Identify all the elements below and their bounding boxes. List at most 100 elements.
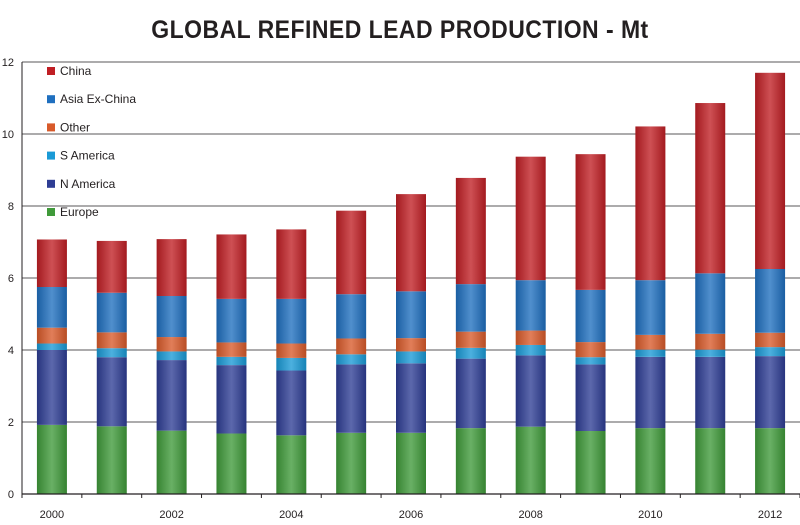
bar-n-america-2000	[36, 350, 67, 425]
x-tick-label-2002: 2002	[159, 509, 183, 521]
bar-n-america-2005	[336, 364, 367, 433]
y-tick-label-6: 6	[8, 273, 14, 285]
y-tick-label-2: 2	[8, 417, 14, 429]
bar-other-2006	[396, 338, 426, 352]
y-tick-label-10: 10	[2, 129, 14, 141]
bar-s-america-2008	[515, 344, 546, 356]
bar-s-america-2010	[635, 349, 666, 357]
x-tick-label-2000: 2000	[40, 509, 64, 521]
bar-asia-ex-china-2002	[156, 296, 187, 338]
legend-label-other: Other	[60, 120, 90, 134]
bar-n-america-2012	[755, 356, 786, 429]
y-tick-label-12: 12	[2, 57, 14, 69]
bar-other-2000	[36, 327, 67, 344]
legend-label-s-america: S America	[60, 149, 115, 163]
bar-asia-ex-china-2000	[36, 287, 67, 328]
bar-other-2010	[635, 334, 666, 350]
bar-n-america-2011	[695, 356, 726, 429]
bar-asia-ex-china-2012	[755, 269, 786, 333]
bar-n-america-2007	[455, 358, 486, 429]
bar-s-america-2006	[396, 351, 426, 364]
bar-s-america-2000	[36, 343, 67, 350]
y-tick-label-0: 0	[8, 489, 14, 501]
legend-label-n-america: N America	[60, 177, 116, 191]
bar-asia-ex-china-2009	[575, 289, 606, 343]
legend-label-europe: Europe	[60, 205, 99, 219]
bar-europe-2006	[396, 432, 426, 494]
bar-s-america-2001	[96, 348, 127, 358]
bar-s-america-2011	[695, 349, 726, 357]
bar-china-2010	[635, 126, 666, 281]
bar-europe-2002	[156, 430, 187, 494]
y-tick-label-8: 8	[8, 201, 14, 213]
bar-s-america-2005	[336, 354, 367, 365]
bar-n-america-2010	[635, 356, 666, 429]
x-tick-label-2012: 2012	[758, 509, 782, 521]
legend-swatch-n-america	[47, 179, 55, 188]
bar-other-2011	[695, 333, 726, 350]
legend-label-china: China	[60, 64, 92, 78]
bar-china-2007	[455, 177, 486, 285]
bar-china-2002	[156, 239, 187, 296]
bar-china-2005	[336, 210, 367, 295]
bar-n-america-2009	[575, 364, 606, 431]
bars	[36, 72, 786, 494]
bar-s-america-2004	[276, 357, 307, 371]
bar-europe-2004	[276, 435, 307, 494]
x-tick-label-2004: 2004	[279, 509, 303, 521]
x-tick-label-2006: 2006	[399, 509, 423, 521]
bar-s-america-2009	[575, 357, 606, 365]
bar-china-2001	[96, 240, 127, 293]
bar-n-america-2003	[216, 365, 247, 434]
bar-europe-2010	[635, 428, 666, 494]
bar-europe-2000	[36, 424, 67, 494]
bar-other-2012	[755, 332, 786, 348]
bar-asia-ex-china-2001	[96, 292, 127, 333]
bar-other-2003	[216, 342, 247, 357]
bar-asia-ex-china-2006	[396, 291, 426, 339]
bar-n-america-2006	[396, 363, 426, 433]
bar-other-2005	[336, 338, 367, 355]
bar-other-2008	[515, 330, 546, 345]
bar-asia-ex-china-2005	[336, 294, 367, 339]
legend-label-asia-ex-china: Asia Ex-China	[60, 92, 136, 106]
bar-other-2001	[96, 332, 127, 349]
bar-china-2011	[695, 103, 726, 274]
bar-china-2004	[276, 229, 307, 299]
bar-china-2006	[396, 194, 426, 292]
legend: China Asia Ex-China Other S America N Americ…	[47, 64, 136, 219]
legend-swatch-other	[47, 123, 55, 132]
bar-china-2003	[216, 234, 247, 299]
bar-europe-2007	[455, 428, 486, 494]
bar-china-2008	[515, 156, 546, 281]
axes: 0 2 4 6 8 10 12 2000 2002 2004 2006 2008 2010 2012	[2, 57, 800, 521]
x-tick-label-2008: 2008	[518, 509, 542, 521]
bar-europe-2011	[695, 428, 726, 494]
bar-europe-2012	[755, 428, 786, 494]
bar-asia-ex-china-2008	[515, 280, 546, 331]
legend-swatch-s-america	[47, 151, 55, 160]
legend-swatch-asia-ex-china	[47, 95, 55, 104]
bar-n-america-2004	[276, 370, 307, 436]
bar-asia-ex-china-2010	[635, 280, 666, 335]
bar-china-2000	[36, 239, 67, 287]
bar-asia-ex-china-2007	[455, 284, 486, 332]
bar-n-america-2008	[515, 355, 546, 427]
bar-other-2002	[156, 337, 187, 352]
y-tick-label-4: 4	[8, 345, 14, 357]
bar-s-america-2012	[755, 347, 786, 357]
bar-n-america-2001	[96, 357, 127, 427]
chart-title: GLOBAL REFINED LEAD PRODUCTION - Mt	[151, 16, 649, 44]
bar-n-america-2002	[156, 360, 187, 431]
bar-europe-2009	[575, 431, 606, 494]
legend-swatch-china	[47, 67, 55, 75]
bar-china-2012	[755, 72, 786, 269]
bar-europe-2008	[515, 426, 546, 494]
bar-other-2004	[276, 343, 307, 358]
bar-europe-2005	[336, 432, 367, 494]
legend-swatch-europe	[47, 208, 55, 216]
bar-s-america-2002	[156, 351, 187, 361]
bar-europe-2003	[216, 433, 247, 494]
bar-s-america-2003	[216, 356, 247, 366]
